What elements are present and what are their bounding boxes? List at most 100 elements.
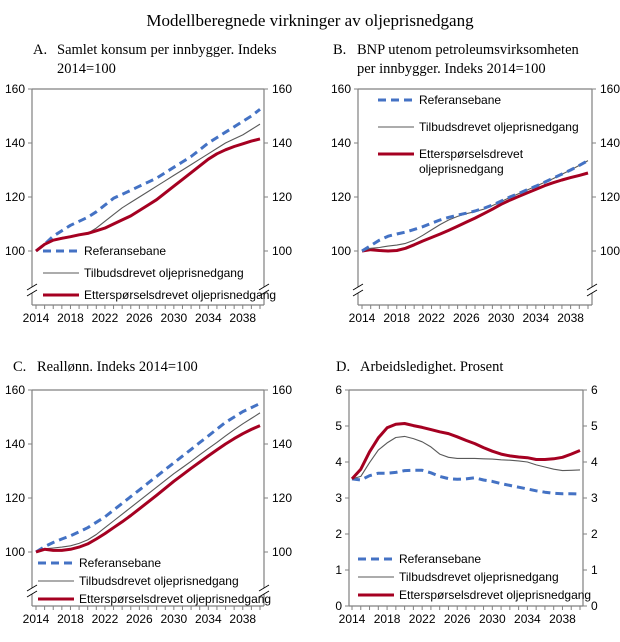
series-line-referansebane bbox=[361, 159, 589, 253]
legend-label-referansebane: Referansebane bbox=[419, 93, 501, 107]
axis-break-mark bbox=[258, 289, 270, 297]
panel-b-title-line2: per innbygger. Indeks 2014=100 bbox=[357, 61, 546, 77]
axis-break-mark bbox=[26, 289, 38, 297]
y-tick-label-right: 160 bbox=[272, 383, 292, 397]
panel-d-title: D. Arbeidsledighet. Prosent bbox=[336, 358, 503, 377]
legend-label-ettersporselsdrevet: Etterspørselsdrevet oljeprisnedgang bbox=[79, 592, 271, 606]
panel-c-title-line1: Reallønn. Indeks 2014=100 bbox=[37, 359, 198, 375]
panel-d-letter: D. bbox=[336, 359, 351, 375]
panel-b-title-line1: BNP utenom petroleumsvirksomheten bbox=[357, 42, 579, 58]
legend: Referansebane Tilbudsdrevet oljeprisnedga… bbox=[43, 244, 276, 302]
panel-d-title-line1: Arbeidsledighet. Prosent bbox=[360, 359, 504, 375]
y-tick-label-left: 3 bbox=[335, 491, 342, 505]
y-tick-label-right: 4 bbox=[591, 455, 598, 469]
x-tick-label: 2018 bbox=[374, 612, 401, 626]
x-tick-label: 2030 bbox=[479, 612, 506, 626]
legend-label-referansebane: Referansebane bbox=[79, 556, 161, 570]
y-tick-label-right: 100 bbox=[600, 244, 620, 258]
x-tick-label: 2038 bbox=[229, 612, 256, 626]
series-line-ettersporselsdrevet bbox=[350, 422, 581, 480]
axis-break-mark bbox=[258, 590, 270, 598]
x-tick-label: 2038 bbox=[557, 311, 584, 325]
y-tick-label-left: 140 bbox=[331, 136, 351, 150]
legend: Referansebane Tilbudsdrevet oljeprisnedga… bbox=[38, 556, 271, 606]
y-tick-label-left: 120 bbox=[5, 491, 25, 505]
panel-c-title: C. Reallønn. Indeks 2014=100 bbox=[13, 358, 198, 377]
y-tick-label-right: 160 bbox=[272, 82, 292, 96]
y-tick-label-left: 100 bbox=[331, 244, 351, 258]
legend-label-referansebane: Referansebane bbox=[399, 552, 481, 566]
x-tick-label: 2014 bbox=[23, 311, 50, 325]
x-tick-label: 2022 bbox=[92, 612, 119, 626]
x-tick-label: 2014 bbox=[23, 612, 50, 626]
legend-label-ettersporselsdrevet: Etterspørselsdrevet oljeprisnedgang bbox=[399, 588, 591, 602]
x-tick-label: 2030 bbox=[160, 612, 187, 626]
y-tick-label-left: 100 bbox=[5, 545, 25, 559]
y-tick-label-right: 100 bbox=[272, 244, 292, 258]
legend-label-ettersporselsdrevet: Etterspørselsdrevet bbox=[419, 147, 524, 161]
legend: Referansebane Tilbudsdrevet oljeprisnedga… bbox=[358, 552, 591, 602]
legend-label-tilbudsdrevet: Tilbudsdrevet oljeprisnedgang bbox=[399, 570, 559, 584]
x-tick-label: 2018 bbox=[57, 612, 84, 626]
y-tick-label-left: 140 bbox=[5, 437, 25, 451]
axis-break-mark bbox=[26, 590, 38, 598]
y-tick-label-right: 160 bbox=[600, 82, 620, 96]
series-line-tilbudsdrevet bbox=[351, 435, 581, 480]
legend: Referansebane Tilbudsdrevet oljeprisnedga… bbox=[378, 93, 579, 176]
panel-a-title-line2: 2014=100 bbox=[57, 61, 116, 77]
axis-break-mark bbox=[352, 289, 364, 297]
axis-break-mark bbox=[258, 283, 270, 291]
series-line-ettersporselsdrevet bbox=[35, 424, 261, 554]
axis-break-mark bbox=[258, 584, 270, 592]
x-tick-label: 2038 bbox=[229, 311, 256, 325]
axis-break-mark bbox=[352, 283, 364, 291]
axis-break-mark bbox=[26, 283, 38, 291]
y-tick-label-left: 160 bbox=[331, 82, 351, 96]
y-tick-label-left: 1 bbox=[335, 563, 342, 577]
y-tick-label-right: 140 bbox=[600, 136, 620, 150]
y-tick-label-right: 5 bbox=[591, 419, 598, 433]
x-tick-label: 2034 bbox=[195, 612, 222, 626]
axis-break-mark bbox=[26, 584, 38, 592]
figure-title: Modellberegnede virkninger av oljeprisne… bbox=[146, 11, 474, 30]
series-line-ettersporselsdrevet bbox=[361, 171, 589, 253]
x-tick-label: 2034 bbox=[195, 311, 222, 325]
axis-break-mark bbox=[586, 283, 598, 291]
x-tick-label: 2022 bbox=[418, 311, 445, 325]
legend-label-tilbudsdrevet: Tilbudsdrevet oljeprisnedgang bbox=[84, 266, 244, 280]
series-line-referansebane bbox=[35, 402, 261, 554]
panel-b-letter: B. bbox=[333, 42, 347, 58]
panel-b-chart: 2014 2018 2022 2026 2030 2034 2038 100 100 120 120… bbox=[331, 82, 620, 325]
x-tick-label: 2034 bbox=[522, 311, 549, 325]
y-tick-label-left: 120 bbox=[331, 190, 351, 204]
series-line-referansebane bbox=[351, 468, 581, 496]
panel-a-chart: 2014 2018 2022 2026 2030 2034 2038 100 100 120 120… bbox=[5, 82, 292, 325]
x-tick-label: 2026 bbox=[444, 612, 471, 626]
y-tick-label-left: 4 bbox=[335, 455, 342, 469]
y-tick-label-right: 2 bbox=[591, 527, 598, 541]
y-tick-label-left: 140 bbox=[5, 136, 25, 150]
x-tick-label: 2038 bbox=[549, 612, 576, 626]
panel-b-title: B. BNP utenom petroleumsvirksomheten per … bbox=[333, 41, 579, 79]
series-line-ettersporselsdrevet bbox=[35, 137, 261, 253]
x-tick-label: 2030 bbox=[488, 311, 515, 325]
x-tick-label: 2014 bbox=[349, 311, 376, 325]
y-tick-label-left: 0 bbox=[335, 599, 342, 613]
series-line-tilbudsdrevet bbox=[35, 123, 261, 252]
x-tick-label: 2030 bbox=[160, 311, 187, 325]
x-tick-label: 2026 bbox=[453, 311, 480, 325]
series-line-referansebane bbox=[35, 108, 261, 253]
y-tick-label-right: 120 bbox=[272, 491, 292, 505]
panel-a-letter: A. bbox=[33, 42, 48, 58]
y-tick-label-right: 140 bbox=[272, 437, 292, 451]
panel-d-chart: 2014 2018 2022 2026 2030 2034 2038 0 0 1 1 2 2 3 3 4 4 5 5… bbox=[335, 383, 598, 626]
y-tick-label-left: 160 bbox=[5, 383, 25, 397]
panel-c-chart: 2014 2018 2022 2026 2030 2034 2038 100 100 120 120… bbox=[5, 383, 292, 626]
y-tick-label-right: 6 bbox=[591, 383, 598, 397]
x-tick-label: 2026 bbox=[126, 612, 153, 626]
y-tick-label-left: 100 bbox=[5, 244, 25, 258]
y-tick-label-left: 120 bbox=[5, 190, 25, 204]
legend-label-referansebane: Referansebane bbox=[84, 244, 166, 258]
y-tick-label-left: 160 bbox=[5, 82, 25, 96]
x-tick-label: 2018 bbox=[57, 311, 84, 325]
